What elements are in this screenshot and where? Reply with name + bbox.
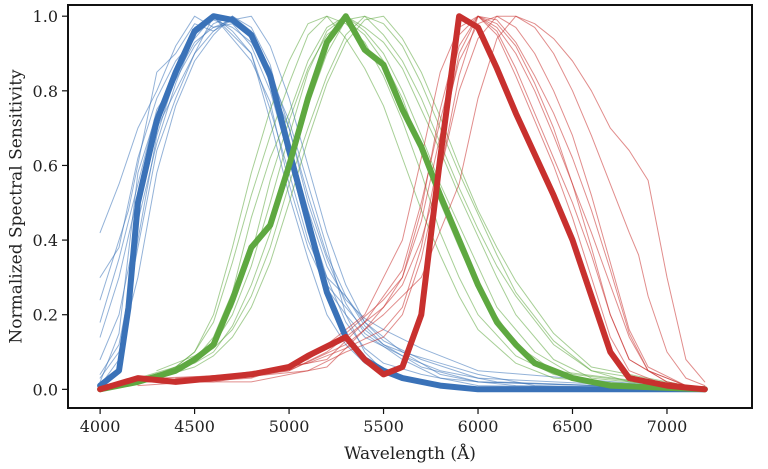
series-line-green-13 [156, 15, 706, 390]
series-line-blue-5 [99, 19, 706, 390]
series-line-blue-7 [99, 15, 706, 390]
axes-frame [67, 4, 753, 409]
y-tick-label: 0.0 [33, 380, 58, 399]
x-tick-label: 5500 [363, 417, 404, 436]
series-line-green-mean [97, 13, 708, 393]
x-tick-label: 7000 [647, 417, 688, 436]
y-tick-label: 1.0 [33, 7, 58, 26]
series-line-green-12 [156, 15, 706, 390]
y-axis-ticks: 0.0 0.2 0.4 0.6 0.8 1.0 [33, 7, 68, 399]
series-line-red-24 [175, 15, 706, 383]
series-line-blue-8 [99, 15, 706, 390]
series-line-blue-4 [99, 15, 706, 390]
series-line-blue-0 [99, 15, 706, 390]
series-line-red-23 [137, 15, 706, 390]
x-axis-ticks: 4000 4500 5000 5500 6000 6500 7000 [80, 408, 688, 436]
y-axis-label: Normalized Spectral Sensitivity [7, 69, 27, 344]
series-line-blue-mean [97, 13, 708, 393]
series-line-red-22 [156, 15, 706, 390]
x-tick-label: 6500 [552, 417, 593, 436]
x-tick-label: 4500 [174, 417, 215, 436]
series-line-blue-2 [99, 15, 706, 390]
x-tick-label: 6000 [458, 417, 499, 436]
x-tick-label: 5000 [269, 417, 310, 436]
series-line-green-14 [137, 15, 706, 390]
y-tick-label: 0.8 [33, 82, 58, 101]
x-axis-label: Wavelength (Å) [344, 443, 476, 464]
series-line-red-21 [137, 15, 706, 387]
y-tick-label: 0.6 [33, 156, 58, 175]
series-line-blue-1 [99, 15, 706, 390]
series-line-blue-6 [99, 15, 706, 390]
plot-area-curves [97, 13, 708, 393]
series-line-blue-3 [99, 15, 706, 390]
series-line-green-17 [156, 15, 706, 390]
series-line-red-mean [97, 13, 708, 393]
y-tick-label: 0.2 [33, 306, 58, 325]
series-line-green-15 [175, 15, 706, 390]
series-line-red-25 [137, 15, 706, 390]
x-tick-label: 4000 [80, 417, 121, 436]
series-line-blue-9 [99, 19, 706, 390]
y-tick-label: 0.4 [33, 231, 58, 250]
